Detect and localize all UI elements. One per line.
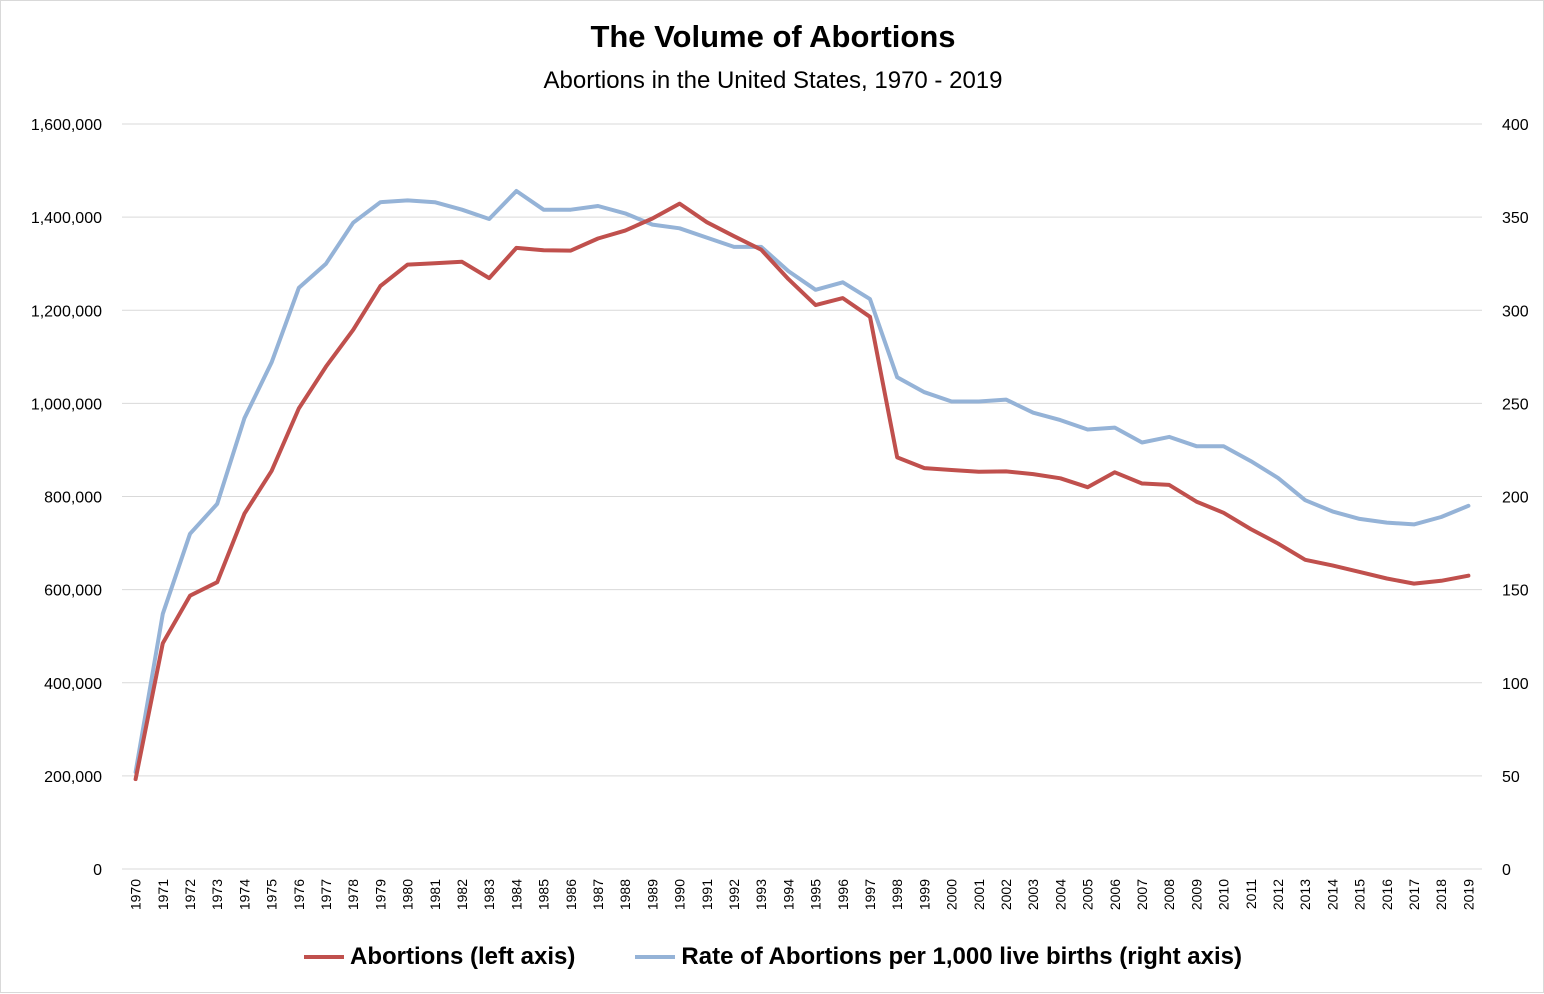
x-axis-tick-label: 2001 — [971, 879, 987, 910]
x-axis-tick-label: 1987 — [590, 879, 606, 910]
legend-item-rate: Rate of Abortions per 1,000 live births … — [635, 943, 1242, 971]
x-axis-tick-label: 2007 — [1134, 879, 1150, 910]
x-axis-tick-label: 2015 — [1352, 879, 1368, 910]
left-axis-tick-label: 200,000 — [44, 769, 102, 786]
x-axis-tick-label: 1991 — [699, 879, 715, 910]
x-axis-tick-label: 1985 — [536, 879, 552, 910]
right-axis-tick-label: 400 — [1502, 117, 1529, 134]
x-axis-tick-label: 2003 — [1025, 879, 1041, 910]
x-axis-tick-label: 1997 — [862, 879, 878, 910]
x-axis-tick-label: 1995 — [808, 879, 824, 910]
x-axis-tick-label: 1986 — [563, 879, 579, 910]
x-axis-tick-label: 2009 — [1188, 879, 1204, 910]
right-axis-ticks: 0 50 100 150 200 250 300 350 400 — [1502, 117, 1529, 879]
legend-swatch-abortions — [304, 955, 345, 959]
legend-item-abortions: Abortions (left axis) — [304, 943, 575, 971]
x-axis-tick-label: 2018 — [1433, 879, 1449, 910]
x-axis-tick-label: 1976 — [291, 879, 307, 910]
series-line-abortions — [133, 201, 1471, 782]
left-axis-ticks: 0 200,000 400,000 600,000 800,000 1,000,000 1,… — [31, 117, 102, 879]
x-axis-tick-label: 1994 — [780, 879, 796, 910]
x-axis-tick-label: 2010 — [1216, 879, 1232, 910]
right-axis-tick-label: 250 — [1502, 396, 1529, 413]
x-axis-tick-label: 1978 — [345, 879, 361, 910]
right-axis-tick-label: 50 — [1502, 769, 1520, 786]
x-axis-tick-label: 1972 — [182, 879, 198, 910]
x-axis-tick-label: 2011 — [1243, 879, 1259, 909]
x-axis-tick-label: 1973 — [209, 879, 225, 910]
left-axis-tick-label: 1,600,000 — [31, 117, 102, 134]
x-axis-tick-label: 2013 — [1297, 879, 1313, 910]
x-axis-tick-label: 1993 — [753, 879, 769, 910]
left-axis-tick-label: 1,400,000 — [31, 210, 102, 227]
x-axis-tick-label: 2014 — [1324, 879, 1340, 910]
x-axis-tick-label: 2008 — [1161, 879, 1177, 910]
x-axis-tick-label: 2000 — [944, 879, 960, 910]
x-axis-tick-label: 1988 — [617, 879, 633, 910]
x-axis-tick-label: 2006 — [1107, 879, 1123, 910]
x-axis-tick-label: 1990 — [672, 879, 688, 910]
left-axis-tick-label: 0 — [93, 862, 102, 879]
x-axis-tick-label: 2016 — [1379, 879, 1395, 910]
left-axis-tick-label: 1,200,000 — [31, 303, 102, 320]
left-axis-tick-label: 400,000 — [44, 676, 102, 693]
chart-subtitle: Abortions in the United States, 1970 - 2… — [543, 67, 1003, 94]
right-axis-tick-label: 0 — [1502, 862, 1511, 879]
x-axis-tick-label: 2002 — [998, 879, 1014, 910]
x-axis-tick-label: 1974 — [236, 879, 252, 910]
right-axis-tick-label: 350 — [1502, 210, 1529, 227]
x-axis-tick-label: 1992 — [726, 879, 742, 910]
x-axis-tick-label: 1979 — [372, 879, 388, 910]
x-axis-tick-label: 1989 — [644, 879, 660, 910]
legend-label-rate: Rate of Abortions per 1,000 live births … — [681, 943, 1242, 970]
x-axis-tick-label: 1977 — [318, 879, 334, 910]
series-lines — [133, 189, 1471, 782]
x-axis-tick-label: 1996 — [835, 879, 851, 910]
right-axis-tick-label: 150 — [1502, 583, 1529, 600]
x-axis-tick-label: 1980 — [400, 879, 416, 910]
x-axis-tick-label: 2004 — [1052, 879, 1068, 910]
x-axis-tick-label: 2017 — [1406, 879, 1422, 910]
legend: Abortions (left axis) Rate of Abortions … — [1, 939, 1544, 975]
x-axis-tick-label: 2019 — [1460, 879, 1476, 910]
gridlines — [122, 123, 1482, 777]
x-axis-tick-label: 1971 — [155, 879, 171, 910]
series-line-rate — [133, 189, 1471, 775]
x-axis-tick-label: 1999 — [916, 879, 932, 910]
right-axis-tick-label: 300 — [1502, 303, 1529, 320]
left-axis-tick-label: 600,000 — [44, 583, 102, 600]
right-axis-tick-label: 200 — [1502, 490, 1529, 507]
left-axis-tick-label: 800,000 — [44, 490, 102, 507]
x-axis-tick-label: 1984 — [508, 879, 524, 910]
x-axis-tick-label: 1975 — [264, 879, 280, 910]
right-axis-tick-label: 100 — [1502, 676, 1529, 693]
x-axis-tick-label: 1982 — [454, 879, 470, 910]
x-axis-tick-label: 1983 — [481, 879, 497, 910]
chart-title: The Volume of Abortions — [590, 19, 956, 54]
legend-label-abortions: Abortions (left axis) — [350, 943, 576, 970]
x-axis-ticks: 1970 1971 1972 1973 1974 1975 1976 1977 1978 1979… — [128, 879, 1477, 910]
x-axis-tick-label: 2012 — [1270, 879, 1286, 910]
x-axis-tick-label: 1970 — [128, 879, 144, 910]
x-axis-tick-label: 2005 — [1080, 879, 1096, 910]
x-axis-tick-label: 1981 — [427, 879, 443, 910]
x-axis-tick-label: 1998 — [889, 879, 905, 910]
left-axis-tick-label: 1,000,000 — [31, 396, 102, 413]
legend-swatch-rate — [635, 955, 676, 959]
